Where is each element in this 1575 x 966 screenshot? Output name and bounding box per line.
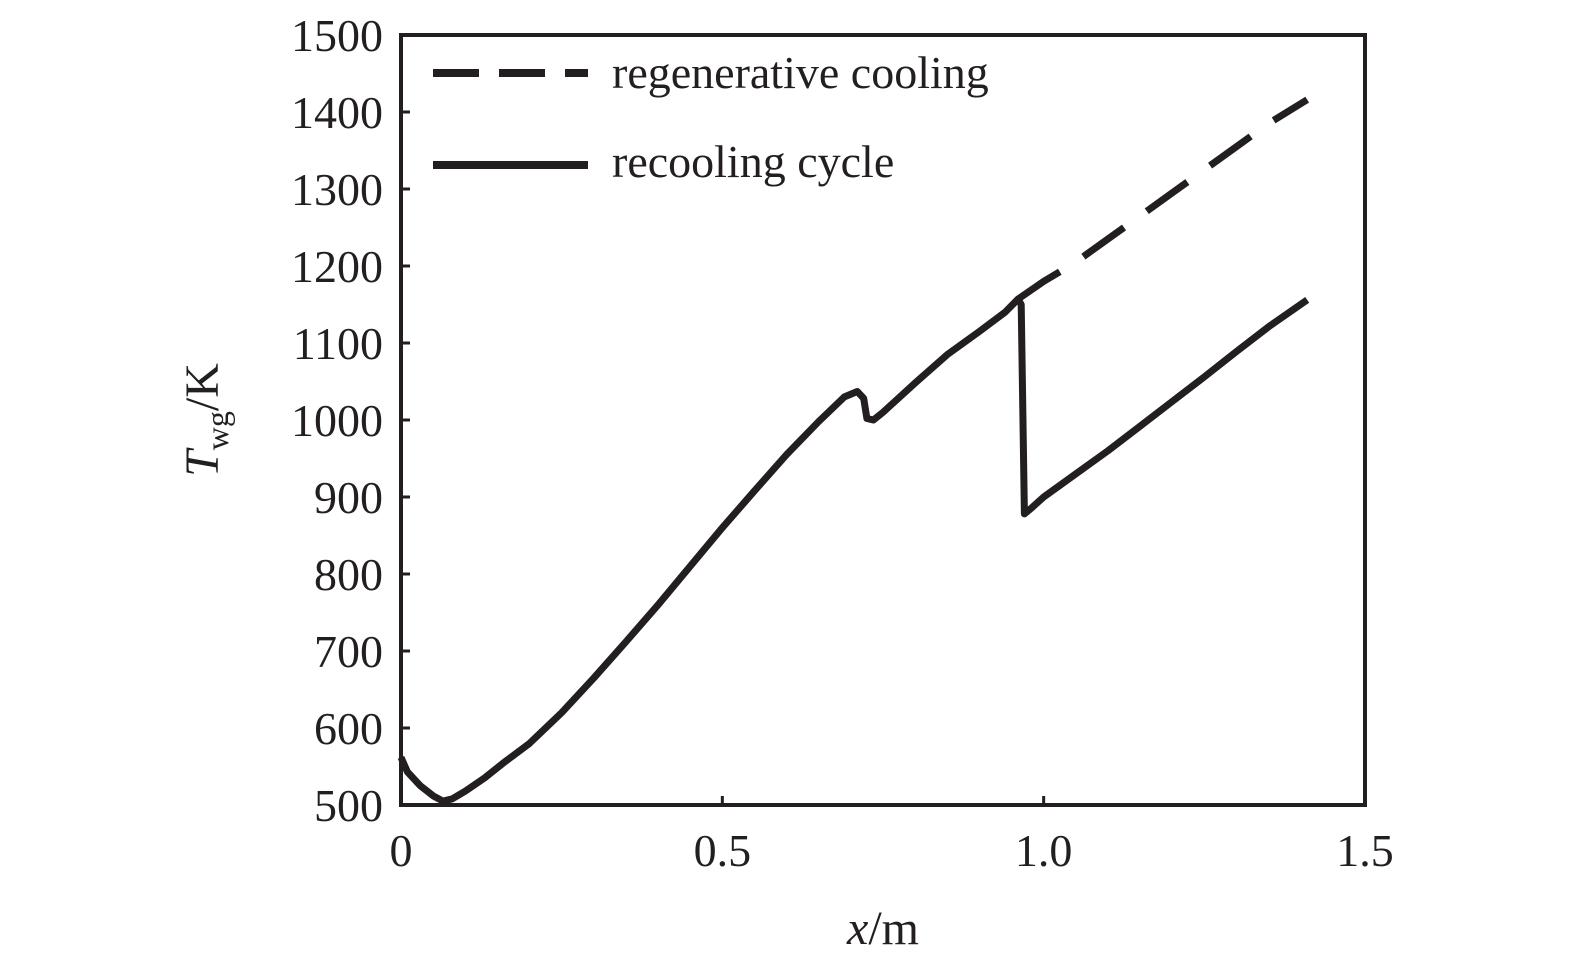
x-tick-label: 0.5 (694, 825, 752, 876)
x-tick-label: 0 (390, 825, 413, 876)
y-axis-title: Twg/K (176, 363, 235, 477)
y-tick-label: 1200 (291, 241, 383, 292)
y-axis-subscript: wg (199, 411, 235, 450)
series-line-recooling-cycle (397, 295, 1310, 805)
y-tick-label: 1400 (291, 87, 383, 138)
y-tick-label: 600 (314, 703, 383, 754)
tick-layer: 0 0.5 1.0 1.5 500 600 700 800 900 1000 1100 1200 130… (291, 10, 1394, 876)
legend-label-regenerative-cooling: regenerative cooling (612, 47, 989, 98)
x-axis-unit: /m (868, 902, 919, 955)
series-layer (397, 96, 1310, 805)
y-tick-label: 1100 (293, 318, 383, 369)
x-tick-label: 1.0 (1015, 825, 1073, 876)
y-tick-label: 700 (314, 626, 383, 677)
x-tick-label: 1.5 (1336, 825, 1394, 876)
y-tick-label: 1300 (291, 164, 383, 215)
x-axis-symbol: x (846, 902, 868, 955)
legend: regenerative cooling recooling cycle (433, 47, 989, 187)
x-axis-title: x/m (846, 902, 919, 955)
y-tick-label: 1500 (291, 10, 383, 61)
y-tick-label: 900 (314, 472, 383, 523)
y-tick-label: 1000 (291, 395, 383, 446)
y-tick-label: 800 (314, 549, 383, 600)
series-line-regenerative-cooling (1016, 96, 1310, 302)
legend-label-recooling-cycle: recooling cycle (612, 136, 894, 187)
y-tick-label: 500 (314, 780, 383, 831)
y-axis-unit: /K (176, 363, 229, 411)
y-axis-symbol: T (176, 447, 229, 477)
